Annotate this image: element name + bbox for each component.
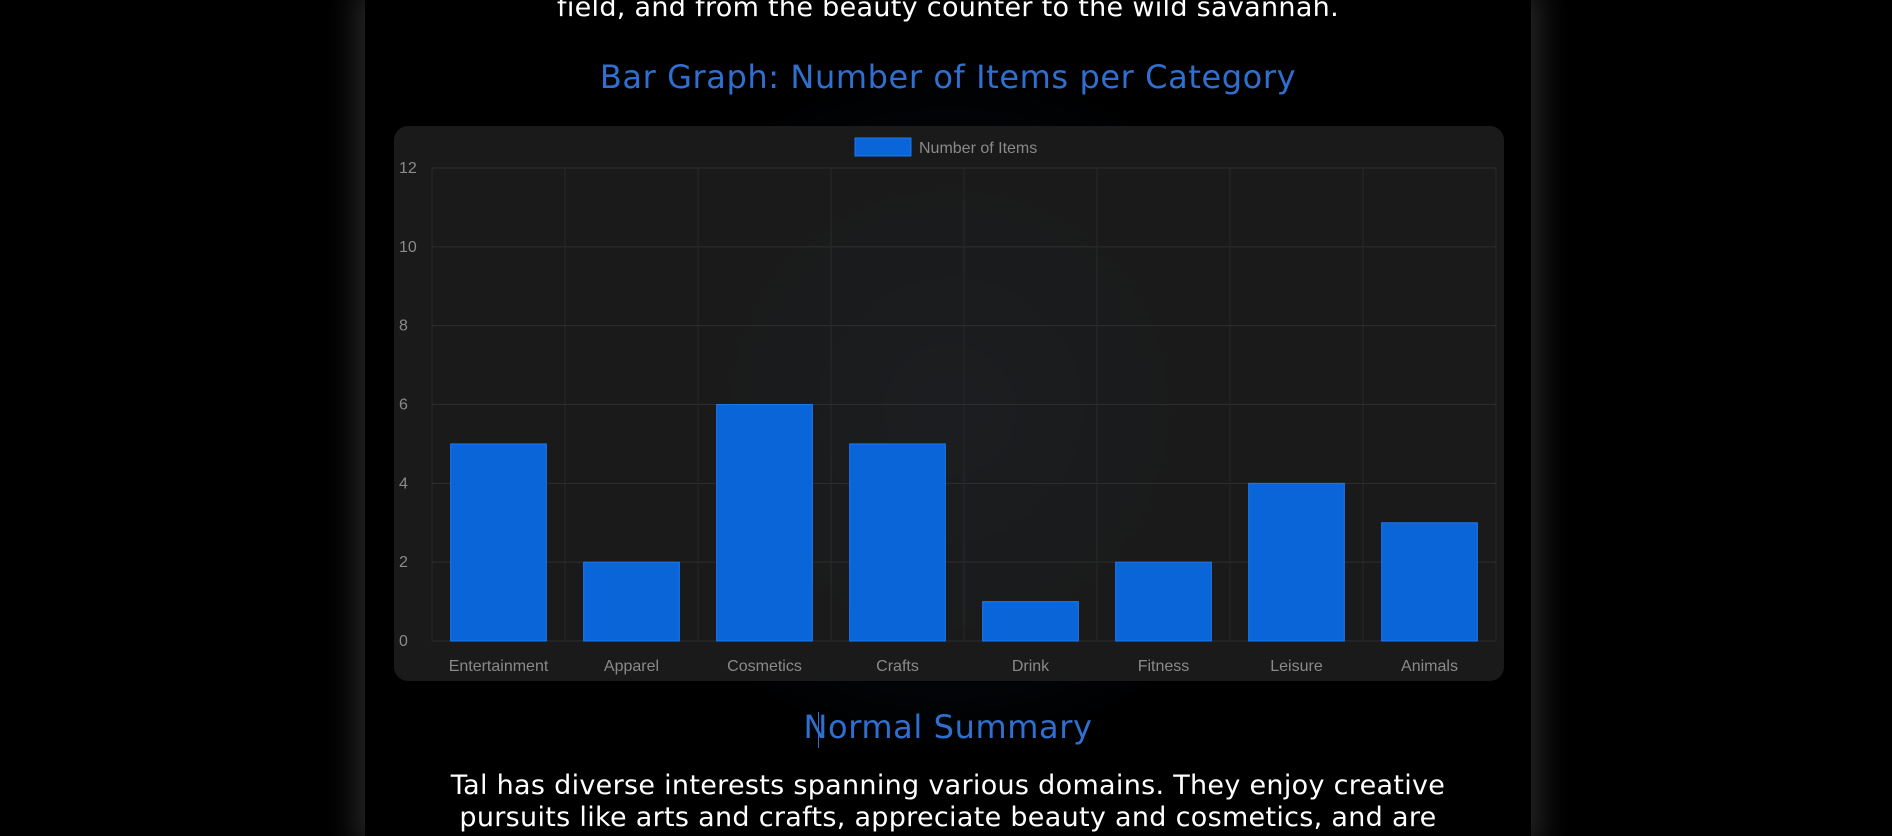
intro-text: field, and from the beauty counter to th…	[557, 0, 1339, 23]
y-tick-label: 4	[399, 475, 408, 492]
bar-animals	[1381, 522, 1478, 642]
bar-chart-svg: 0 2 4 6 8 10 12 Entertainment Apparel Cosmetics Cr…	[399, 137, 1497, 675]
chart-heading: Bar Graph: Number of Items per Category	[599, 58, 1297, 96]
y-tick-label: 8	[399, 318, 408, 335]
y-tick-label: 2	[399, 554, 408, 571]
x-tick-label: Leisure	[1270, 658, 1323, 675]
content-page: field, and from the beauty counter to th…	[365, 0, 1531, 836]
y-tick-label: 6	[399, 397, 408, 414]
bar-leisure	[1248, 482, 1345, 642]
summary-text: Tal has diverse interests spanning vario…	[450, 770, 1446, 836]
x-tick-label: Fitness	[1138, 658, 1190, 675]
bar-drink	[982, 601, 1079, 642]
bar-apparel	[583, 561, 680, 642]
bar-fitness	[1115, 561, 1212, 642]
bar-crafts	[849, 443, 946, 642]
x-tick-label: Entertainment	[449, 658, 549, 675]
x-tick-label: Crafts	[876, 658, 919, 675]
summary-heading: Normal Summary	[803, 708, 1093, 746]
legend-label: Number of Items	[919, 140, 1037, 157]
x-tick-label: Cosmetics	[727, 658, 802, 675]
bar-entertainment	[450, 443, 547, 642]
x-tick-label: Apparel	[604, 658, 659, 675]
y-tick-label: 12	[399, 160, 417, 177]
y-tick-label: 10	[399, 239, 417, 256]
bar-cosmetics	[716, 404, 813, 642]
x-tick-label: Drink	[1012, 658, 1050, 675]
x-tick-label: Animals	[1401, 658, 1458, 675]
text-cursor	[818, 712, 819, 748]
legend-swatch	[854, 137, 912, 157]
bar-chart: 0 2 4 6 8 10 12 Entertainment Apparel Cosmetics Cr…	[394, 126, 1504, 681]
y-tick-label: 0	[399, 633, 408, 650]
